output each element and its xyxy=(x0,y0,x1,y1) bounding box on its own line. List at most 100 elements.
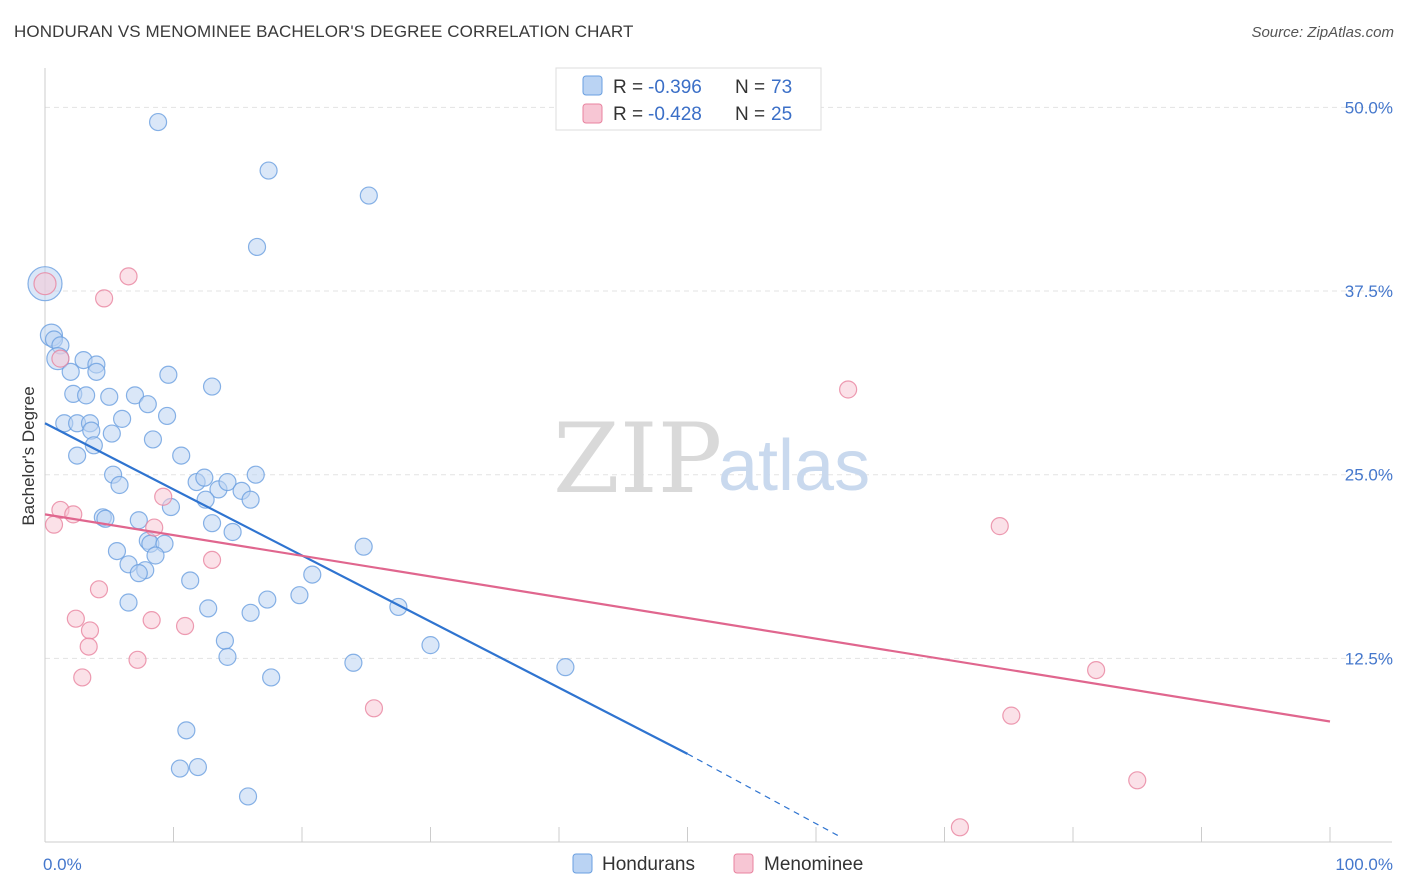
menominee-point xyxy=(142,611,161,630)
source-credit: Source: ZipAtlas.com xyxy=(1251,24,1394,41)
menominee-point xyxy=(128,650,147,669)
honduran-point xyxy=(112,409,132,428)
honduran-point xyxy=(262,668,281,687)
honduran-point xyxy=(157,406,177,426)
honduran-point xyxy=(129,564,148,583)
menominee-points xyxy=(33,267,1147,837)
y-axis-title: Bachelor's Degree xyxy=(19,386,38,525)
honduran-point xyxy=(241,603,260,622)
honduran-point xyxy=(247,237,267,257)
menominee-point xyxy=(839,380,858,399)
menominee-point xyxy=(51,349,70,368)
y-tick-label: 12.5% xyxy=(1345,649,1393,668)
menominee-point xyxy=(202,550,222,570)
honduran-point xyxy=(181,571,200,590)
menominee-point xyxy=(66,609,85,628)
x-tick-label: 0.0% xyxy=(43,855,82,874)
top-legend: R = -0.396 N = 73 R = -0.428 N = 25 xyxy=(555,67,822,131)
legend-n-value-hondurans: 73 xyxy=(771,77,792,98)
honduran-point xyxy=(159,365,178,384)
legend-n-label-hondurans: N = xyxy=(735,77,765,98)
legend-swatch-menominee xyxy=(582,103,603,124)
legend-r-label-hondurans: R = xyxy=(613,77,643,98)
honduran-point xyxy=(146,546,165,565)
honduran-point xyxy=(77,386,96,405)
legend-r-value-menominee: -0.428 xyxy=(648,104,702,125)
honduran-point xyxy=(259,161,278,180)
honduran-point xyxy=(102,424,121,443)
y-tick-label: 50.0% xyxy=(1345,98,1393,117)
honduran-point xyxy=(202,514,222,533)
honduran-point xyxy=(421,636,440,655)
honduran-point xyxy=(195,468,214,487)
menominee-point xyxy=(1128,771,1147,790)
honduran-point xyxy=(202,377,222,396)
honduran-point xyxy=(82,421,101,440)
menominee-point xyxy=(1002,706,1021,725)
menominee-point xyxy=(364,699,384,718)
honduran-point xyxy=(241,490,260,509)
y-tick-labels: 12.5% 25.0% 37.5% 50.0% xyxy=(1345,98,1393,668)
honduran-point xyxy=(223,522,242,542)
honduran-point xyxy=(344,653,363,672)
menominee-point xyxy=(89,580,109,599)
menominee-point xyxy=(95,289,114,308)
axes xyxy=(44,68,1392,843)
honduran-point xyxy=(556,658,575,677)
menominee-point xyxy=(79,637,98,656)
menominee-point xyxy=(80,621,100,640)
honduran-point xyxy=(238,787,258,806)
legend-r-label-menominee: R = xyxy=(613,104,643,125)
watermark-zip-text: ZIP xyxy=(553,403,722,515)
honduran-point xyxy=(359,186,378,205)
honduran-point xyxy=(100,387,119,406)
menominee-trend-line xyxy=(44,513,1331,723)
honduran-point xyxy=(188,757,208,777)
honduran-point xyxy=(125,386,145,405)
menominee-point xyxy=(33,272,57,296)
honduran-point xyxy=(354,537,373,556)
honduran-point xyxy=(138,395,157,414)
legend-r-value-hondurans: -0.396 xyxy=(648,77,702,98)
honduran-point xyxy=(246,465,265,484)
watermark: ZIP atlas xyxy=(553,403,870,515)
menominee-point xyxy=(73,668,92,687)
x-tick-labels: 0.0% 100.0% xyxy=(43,855,1393,874)
honduran-point xyxy=(199,599,218,618)
honduran-point xyxy=(148,112,168,132)
honduran-point xyxy=(87,362,106,381)
honduran-point xyxy=(107,541,127,561)
x-tick-label: 100.0% xyxy=(1335,855,1393,874)
bottom-legend-swatch-menominee xyxy=(733,853,754,874)
honduran-point xyxy=(218,647,237,666)
menominee-point xyxy=(1087,660,1106,680)
legend-n-value-menominee: 25 xyxy=(771,104,792,125)
honduran-point xyxy=(68,446,87,465)
honduran-point xyxy=(218,472,237,492)
trend-lines xyxy=(44,422,1331,839)
honduran-point xyxy=(170,759,190,778)
menominee-point xyxy=(119,267,138,286)
bottom-legend-swatch-hondurans xyxy=(572,853,593,874)
y-tick-label: 37.5% xyxy=(1345,282,1393,301)
honduran-point xyxy=(119,593,138,612)
honduran-point xyxy=(110,475,129,495)
bottom-legend: Hondurans Menominee xyxy=(572,853,863,875)
honduran-point xyxy=(215,631,234,650)
menominee-point xyxy=(990,517,1009,536)
y-tick-label: 25.0% xyxy=(1345,466,1393,485)
honduran-point xyxy=(177,721,196,740)
bottom-legend-label-hondurans: Hondurans xyxy=(602,854,695,875)
menominee-point xyxy=(175,616,195,636)
honduran-point xyxy=(143,430,163,449)
honduran-point xyxy=(61,362,80,381)
honduran-point xyxy=(172,446,191,465)
menominee-point xyxy=(44,515,64,534)
legend-swatch-hondurans xyxy=(582,75,603,96)
grid-lines xyxy=(45,106,1392,659)
honduran-point xyxy=(258,590,277,609)
watermark-atlas-text: atlas xyxy=(718,426,870,506)
menominee-point xyxy=(154,487,173,506)
honduran-point xyxy=(129,511,148,530)
